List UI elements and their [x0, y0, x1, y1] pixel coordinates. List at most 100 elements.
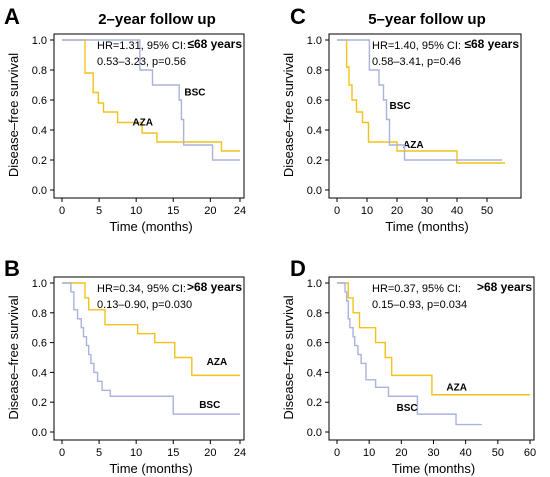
series-aza-label: AZA — [446, 382, 467, 393]
series-bsc-line — [62, 282, 240, 415]
y-tick-label: 0.6 — [32, 95, 47, 107]
stats-line-2: 0.15–0.93, p=0.034 — [372, 299, 467, 311]
x-tick-label: 20 — [204, 205, 216, 217]
group-label: >68 years — [187, 280, 242, 294]
plot-frame — [53, 276, 245, 441]
x-tick-label: 5 — [96, 447, 102, 459]
y-axis-label: Disease–free survival — [281, 53, 296, 177]
y-tick-label: 1.0 — [32, 278, 47, 290]
x-tick-label: 0 — [334, 205, 340, 217]
x-tick-label: 5 — [96, 205, 102, 217]
y-tick-label: 0.6 — [32, 338, 47, 350]
series-aza-label: AZA — [132, 118, 153, 129]
stats-line-1: HR=1.31, 95% CI: — [97, 40, 186, 52]
y-tick-label: 0.4 — [307, 125, 322, 137]
plot-frame — [328, 33, 522, 199]
y-tick-label: 0.4 — [32, 367, 47, 379]
y-tick-label: 1.0 — [307, 278, 322, 290]
x-tick-label: 50 — [492, 447, 504, 459]
x-tick-label: 10 — [363, 447, 375, 459]
x-tick-label: 0 — [59, 205, 65, 217]
y-tick-label: 0.2 — [307, 397, 322, 409]
x-axis-label: Time (months) — [385, 219, 468, 234]
panel-label: D — [290, 256, 306, 281]
y-tick-label: 0.8 — [307, 65, 322, 77]
y-tick-label: 0.0 — [32, 185, 47, 197]
x-tick-label: 40 — [451, 205, 463, 217]
series-bsc-label: BSC — [199, 400, 220, 411]
series-bsc-line — [62, 39, 240, 161]
stats-line-1: HR=1.40, 95% CI: — [372, 40, 461, 52]
plot-frame — [328, 276, 535, 441]
series-aza-label: AZA — [207, 357, 228, 368]
y-tick-label: 0.0 — [307, 427, 322, 439]
panel-d: D 0.0 0.2 0.4 0.6 0.8 1.0 0 10 20 30 40 50 60 Time (mo… — [281, 256, 536, 476]
series-aza-line — [337, 39, 505, 164]
panel-label: B — [4, 256, 20, 281]
y-tick-label: 0.2 — [32, 155, 47, 167]
x-tick-label: 10 — [130, 447, 142, 459]
x-tick-label: 24 — [234, 205, 246, 217]
x-tick-label: 30 — [427, 447, 439, 459]
panel-c: C 5–year follow up 0.0 0.2 0.4 0.6 0.8 1.0 0 10 20… — [281, 4, 522, 234]
x-tick-label: 30 — [421, 205, 433, 217]
group-label: ≤68 years — [187, 37, 242, 51]
series-aza-line — [62, 282, 240, 377]
series-bsc-label: BSC — [184, 88, 205, 99]
x-tick-label: 40 — [460, 447, 472, 459]
stats-line-2: 0.13–0.90, p=0.030 — [97, 299, 192, 311]
x-tick-label: 50 — [481, 205, 493, 217]
y-tick-label: 0.2 — [307, 155, 322, 167]
series-aza-label: AZA — [403, 140, 424, 151]
x-tick-label: 60 — [524, 447, 536, 459]
y-tick-label: 1.0 — [32, 35, 47, 47]
x-tick-label: 0 — [59, 447, 65, 459]
panel-title: 2–year follow up — [98, 11, 216, 28]
group-label: >68 years — [477, 280, 532, 294]
y-tick-label: 0.0 — [32, 427, 47, 439]
stats-line-2: 0.53–3.23, p=0.56 — [97, 56, 186, 68]
y-tick-label: 0.8 — [32, 308, 47, 320]
group-label: ≤68 years — [464, 37, 519, 51]
y-tick-label: 0.6 — [307, 338, 322, 350]
y-tick-label: 0.8 — [307, 308, 322, 320]
y-axis-label: Disease–free survival — [6, 295, 21, 419]
panel-a: A 2–year follow up 0.0 0.2 0.4 0.6 0.8 1.0 0 5 10 1… — [4, 4, 246, 234]
y-tick-label: 1.0 — [307, 35, 322, 47]
plot-frame — [53, 33, 245, 199]
x-tick-label: 10 — [130, 205, 142, 217]
series-bsc-line — [337, 282, 482, 426]
x-tick-label: 0 — [334, 447, 340, 459]
x-tick-label: 20 — [395, 447, 407, 459]
panel-label: C — [290, 4, 306, 29]
x-tick-label: 15 — [167, 205, 179, 217]
series-bsc-line — [337, 39, 502, 161]
panel-b: B 0.0 0.2 0.4 0.6 0.8 1.0 0 5 10 15 20 24 Time (month… — [4, 256, 246, 476]
panel-title: 5–year follow up — [368, 11, 486, 28]
series-aza-line — [62, 39, 240, 152]
y-tick-label: 0.8 — [32, 65, 47, 77]
y-tick-label: 0.2 — [32, 397, 47, 409]
stats-line-1: HR=0.37, 95% CI: — [372, 283, 461, 295]
series-bsc-label: BSC — [397, 403, 418, 414]
y-tick-label: 0.4 — [307, 367, 322, 379]
y-tick-label: 0.0 — [307, 185, 322, 197]
x-tick-label: 20 — [204, 447, 216, 459]
y-axis-label: Disease–free survival — [6, 53, 21, 177]
series-bsc-label: BSC — [390, 101, 411, 112]
y-tick-label: 0.4 — [32, 125, 47, 137]
stats-line-2: 0.58–3.41, p=0.46 — [372, 56, 461, 68]
y-axis-label: Disease–free survival — [281, 295, 296, 419]
x-tick-label: 20 — [391, 205, 403, 217]
y-tick-label: 0.6 — [307, 95, 322, 107]
x-axis-label: Time (months) — [109, 461, 192, 476]
x-axis-label: Time (months) — [392, 461, 475, 476]
x-axis-label: Time (months) — [109, 219, 192, 234]
panel-label: A — [4, 4, 20, 29]
x-tick-label: 10 — [361, 205, 373, 217]
stats-line-1: HR=0.34, 95% CI: — [97, 283, 186, 295]
x-tick-label: 15 — [167, 447, 179, 459]
series-aza-line — [337, 282, 530, 396]
x-tick-label: 24 — [234, 447, 246, 459]
